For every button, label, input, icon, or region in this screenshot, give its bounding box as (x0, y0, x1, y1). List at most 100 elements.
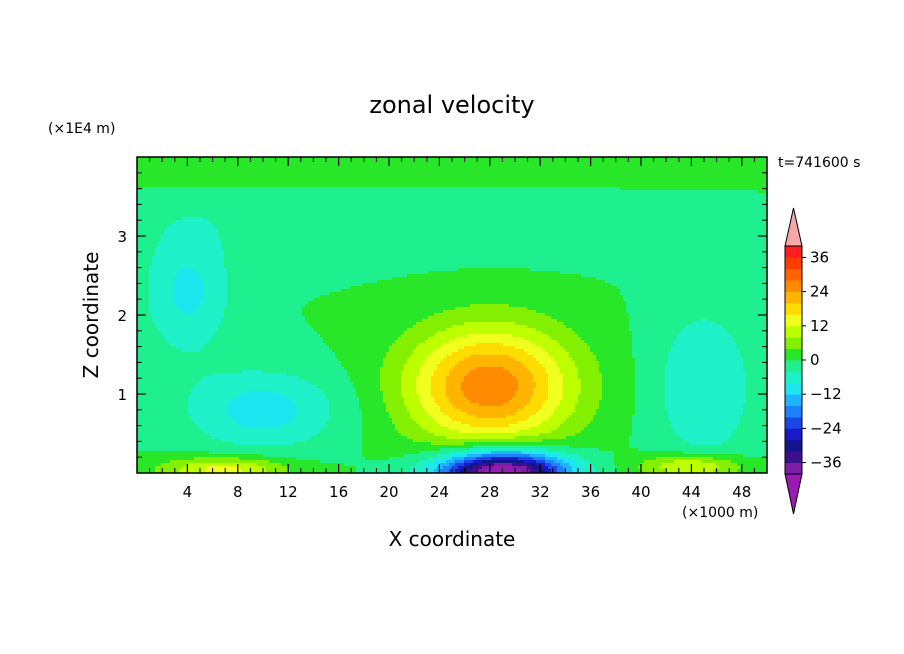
field-cell (494, 160, 498, 164)
field-cell (713, 184, 717, 188)
field-cell (236, 217, 240, 221)
field-cell (746, 205, 750, 209)
field-cell (200, 211, 204, 215)
field-cell (515, 184, 519, 188)
field-cell (287, 169, 291, 173)
field-cell (560, 175, 564, 179)
field-cell (632, 178, 636, 182)
field-cell (419, 211, 423, 215)
field-cell (419, 184, 423, 188)
field-cell (434, 187, 438, 191)
field-cell (467, 211, 471, 215)
field-cell (359, 196, 363, 200)
field-cell (167, 214, 171, 218)
field-cell (308, 223, 312, 227)
field-cell (761, 178, 765, 182)
field-cell (464, 184, 468, 188)
field-cell (281, 223, 285, 227)
field-cell (476, 196, 480, 200)
field-cell (734, 187, 738, 191)
field-cell (686, 178, 690, 182)
field-cell (650, 205, 654, 209)
field-cell (563, 223, 567, 227)
field-cell (407, 184, 411, 188)
field-cell (581, 217, 585, 221)
field-cell (638, 205, 642, 209)
field-cell (704, 220, 708, 224)
field-cell (593, 217, 597, 221)
field-cell (338, 223, 342, 227)
field-cell (233, 175, 237, 179)
field-cell (752, 214, 756, 218)
field-cell (353, 187, 357, 191)
field-cell (230, 226, 234, 230)
field-cell (152, 193, 156, 197)
field-cell (710, 166, 714, 170)
field-cell (533, 178, 537, 182)
field-cell (191, 199, 195, 203)
field-cell (386, 226, 390, 230)
field-cell (143, 163, 147, 167)
field-cell (575, 223, 579, 227)
field-cell (608, 190, 612, 194)
field-cell (719, 220, 723, 224)
field-cell (716, 187, 720, 191)
field-cell (671, 172, 675, 176)
field-cell (737, 178, 741, 182)
field-cell (461, 199, 465, 203)
field-cell (755, 163, 759, 167)
field-cell (302, 199, 306, 203)
field-cell (596, 214, 600, 218)
field-cell (545, 199, 549, 203)
field-cell (278, 193, 282, 197)
field-cell (527, 169, 531, 173)
field-cell (533, 169, 537, 173)
field-cell (506, 184, 510, 188)
field-cell (140, 166, 144, 170)
field-cell (629, 166, 633, 170)
field-cell (263, 190, 267, 194)
field-cell (653, 184, 657, 188)
field-cell (626, 217, 630, 221)
field-cell (644, 199, 648, 203)
field-cell (722, 187, 726, 191)
field-cell (368, 199, 372, 203)
field-cell (524, 181, 528, 185)
field-cell (167, 217, 171, 221)
field-cell (686, 223, 690, 227)
field-cell (635, 187, 639, 191)
field-cell (674, 175, 678, 179)
field-cell (674, 196, 678, 200)
field-cell (335, 196, 339, 200)
field-cell (359, 226, 363, 230)
field-cell (377, 220, 381, 224)
field-cell (164, 226, 168, 230)
field-cell (269, 223, 273, 227)
field-cell (290, 223, 294, 227)
field-cell (560, 205, 564, 209)
field-cell (179, 199, 183, 203)
field-cell (446, 220, 450, 224)
field-cell (671, 178, 675, 182)
field-cell (563, 199, 567, 203)
field-cell (506, 160, 510, 164)
field-cell (551, 181, 555, 185)
field-cell (560, 169, 564, 173)
field-cell (383, 211, 387, 215)
field-cell (704, 181, 708, 185)
field-cell (542, 181, 546, 185)
field-cell (491, 220, 495, 224)
field-cell (311, 187, 315, 191)
field-cell (746, 208, 750, 212)
field-cell (668, 187, 672, 191)
field-cell (164, 220, 168, 224)
field-cell (605, 187, 609, 191)
field-cell (176, 178, 180, 182)
field-cell (350, 160, 354, 164)
field-cell (281, 166, 285, 170)
field-cell (629, 226, 633, 230)
field-cell (512, 193, 516, 197)
field-cell (197, 178, 201, 182)
field-cell (320, 193, 324, 197)
field-cell (260, 166, 264, 170)
